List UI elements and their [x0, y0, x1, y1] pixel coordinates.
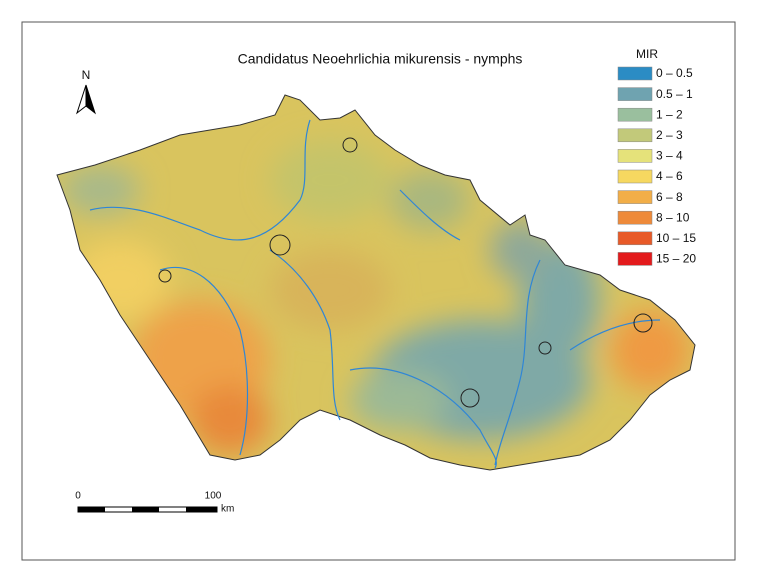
- legend-label: 15 – 20: [656, 252, 696, 266]
- rivers: [89, 119, 661, 469]
- scale-bar: 0 100 km: [75, 491, 234, 515]
- legend-swatch: [617, 169, 653, 184]
- legend: MIR 0 – 0.5 0.5 – 1 1 – 2 2 – 3 3 – 4 4 – 6 6 …: [617, 47, 696, 266]
- legend-label: 2 – 3: [656, 128, 683, 142]
- scale-tick: 0: [75, 491, 81, 502]
- legend-swatch: [617, 128, 653, 143]
- legend-swatch: [617, 190, 653, 204]
- legend-swatch: [617, 231, 653, 246]
- legend-label: 0 – 0.5: [656, 66, 693, 80]
- north-arrow: N: [76, 68, 96, 115]
- legend-label: 10 – 15: [656, 231, 696, 245]
- legend-swatch: [617, 210, 653, 225]
- legend-label: 3 – 4: [656, 149, 683, 163]
- map-title: Candidatus Neoehrlichia mikurensis - nym…: [238, 51, 523, 67]
- legend-swatch: [617, 66, 653, 81]
- legend-label: 4 – 6: [656, 169, 683, 183]
- scale-tick: 100: [205, 491, 222, 502]
- legend-swatch: [617, 107, 653, 122]
- north-label: N: [82, 68, 91, 82]
- legend-swatch: [617, 87, 653, 101]
- legend-swatch: [617, 252, 653, 266]
- legend-label: 6 – 8: [656, 190, 683, 204]
- scale-unit: km: [221, 504, 234, 515]
- city-hatches: [158, 137, 653, 408]
- legend-label: 1 – 2: [656, 107, 683, 121]
- legend-label: 0.5 – 1: [656, 87, 693, 101]
- legend-title: MIR: [636, 47, 658, 61]
- legend-label: 8 – 10: [656, 210, 690, 224]
- legend-swatch: [617, 149, 653, 163]
